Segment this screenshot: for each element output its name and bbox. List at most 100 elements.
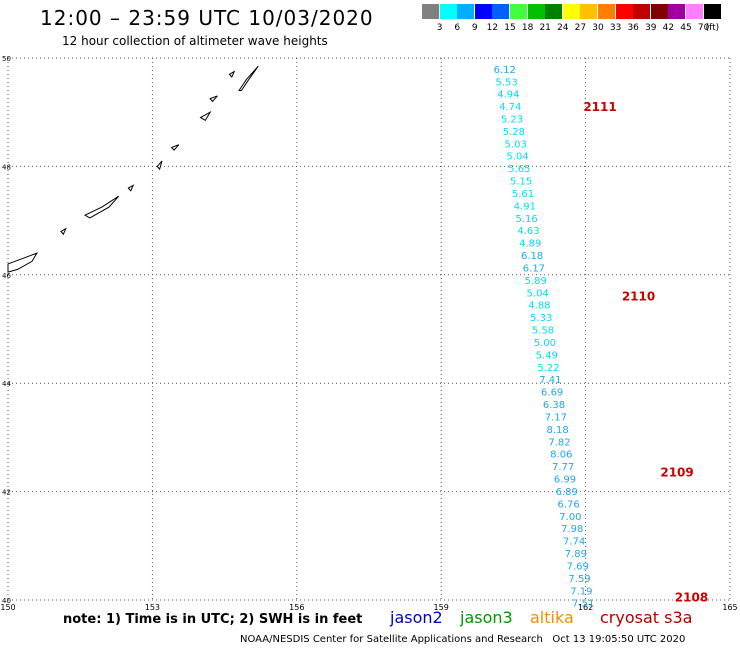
credit-text: NOAA/NESDIS Center for Satellite Applica…	[240, 634, 543, 645]
wave-height-value: 7.69	[567, 561, 589, 572]
lon-tick-label: 153	[145, 603, 160, 612]
wave-height-value: 5.16	[515, 214, 537, 225]
wave-height-value: 5.61	[512, 189, 534, 200]
wave-height-value: 5.53	[495, 77, 517, 88]
lon-tick-label: 159	[434, 603, 449, 612]
color-swatch	[580, 4, 598, 19]
lat-tick-label: 46	[2, 272, 11, 280]
pass-time-label: 2109	[660, 466, 693, 480]
wave-height-value: 5.23	[501, 115, 523, 126]
wave-height-value: 5.00	[534, 338, 556, 349]
color-scale-label: 21	[539, 23, 551, 33]
legend-jason3: jason3	[460, 608, 513, 627]
color-swatch	[492, 4, 510, 19]
color-scale-label: 27	[574, 23, 587, 33]
pass-time-label: 2111	[583, 100, 616, 114]
wave-height-value: 5.15	[510, 177, 532, 188]
units-note: note: 1) Time is in UTC; 2) SWH is in fe…	[63, 612, 363, 627]
coastline-island	[127, 184, 135, 192]
color-swatch	[457, 4, 475, 19]
wave-height-value: 7.51	[572, 599, 594, 610]
color-swatch	[562, 4, 580, 19]
lat-tick-label: 40	[2, 597, 11, 605]
lat-tick-label: 44	[2, 380, 11, 388]
color-scale-label: 36	[627, 23, 639, 33]
coastline-island	[228, 70, 236, 78]
lat-tick-label: 42	[2, 489, 11, 497]
color-scale-label: 6	[454, 23, 461, 33]
lon-tick-label: 162	[578, 603, 593, 612]
color-scale-label: 24	[557, 23, 569, 33]
wave-height-value: 5.33	[530, 313, 552, 324]
coastline-island	[209, 95, 218, 103]
wave-height-value: 7.89	[565, 549, 587, 560]
coastline-island	[238, 65, 259, 92]
wave-height-value: 8.06	[550, 450, 572, 461]
pass-time-label: 2108	[675, 590, 708, 604]
wave-height-value: 4.94	[497, 90, 519, 101]
wave-height-value: 5.22	[537, 363, 559, 374]
color-swatch	[545, 4, 563, 19]
legend-jason2: jason2	[390, 608, 443, 627]
wave-height-value: 6.12	[494, 65, 516, 76]
lat-tick-label: 50	[2, 55, 11, 63]
wave-height-value: 6.17	[523, 263, 545, 274]
color-swatch	[527, 4, 545, 19]
wave-height-value: 6.89	[556, 487, 578, 498]
color-scale-label: 30	[592, 23, 604, 33]
color-swatch	[668, 4, 686, 19]
color-scale-label: 15	[504, 23, 516, 33]
color-swatch	[686, 4, 703, 19]
color-scale-label: 70	[697, 23, 710, 33]
footer-credit: NOAA/NESDIS Center for Satellite Applica…	[240, 634, 685, 645]
wave-height-value: 6.76	[557, 499, 579, 510]
color-scale-label: 12	[486, 23, 499, 33]
wave-height-value: 5.58	[532, 326, 554, 337]
color-swatch	[615, 4, 633, 19]
wave-height-value: 7.41	[539, 375, 561, 386]
wave-height-value: 5.04	[526, 288, 548, 299]
coastline-island	[60, 227, 67, 236]
wave-height-value: 4.91	[514, 201, 536, 212]
color-swatch	[510, 4, 527, 19]
map-subtitle: 12 hour collection of altimeter wave hei…	[62, 34, 328, 48]
pass-time-label: 2110	[622, 289, 655, 303]
color-swatch	[598, 4, 615, 19]
color-scale-label: 45	[680, 23, 692, 33]
wave-height-value: 7.74	[563, 537, 585, 548]
color-scale-label: 18	[521, 23, 534, 33]
wave-height-value: 5.04	[506, 152, 528, 163]
color-swatch	[474, 4, 492, 19]
wave-height-value: 7.98	[561, 524, 583, 535]
wave-height-value: 6.18	[521, 251, 543, 262]
coastline-island	[199, 110, 212, 122]
wave-height-value: 6.99	[554, 475, 576, 486]
wave-height-value: 4.89	[519, 239, 541, 250]
wave-height-value: 4.88	[528, 301, 550, 312]
color-scale-label: 9	[471, 23, 478, 33]
wave-height-value: 7.00	[559, 512, 581, 523]
wave-height-value: 5.03	[505, 139, 527, 150]
wave-height-value: 7.59	[568, 574, 590, 585]
lat-tick-label: 48	[2, 163, 11, 171]
wave-height-value: 7.17	[545, 412, 567, 423]
color-swatch	[422, 4, 439, 19]
wave-height-value: 4.74	[499, 102, 521, 113]
color-scale-unit: (ft)	[705, 23, 720, 33]
lon-tick-label: 156	[289, 603, 304, 612]
wave-height-value: 5.65	[508, 164, 530, 175]
legend-altika: altika	[530, 608, 574, 627]
color-swatch	[633, 4, 651, 19]
coastline-island	[7, 252, 39, 273]
wave-height-value: 6.69	[541, 388, 563, 399]
coastline-island	[170, 144, 180, 151]
color-swatch	[650, 4, 668, 19]
wave-height-value: 5.89	[525, 276, 547, 287]
map-title: 12:00 – 23:59 UTC 10/03/2020	[40, 6, 374, 30]
lon-tick-label: 165	[722, 603, 737, 612]
color-scale-label: 3	[436, 23, 443, 33]
wave-height-value: 5.49	[536, 350, 558, 361]
generated-timestamp: Oct 13 19:05:50 UTC 2020	[552, 634, 686, 645]
coastline-island	[156, 160, 163, 171]
wave-height-value: 7.82	[548, 437, 570, 448]
